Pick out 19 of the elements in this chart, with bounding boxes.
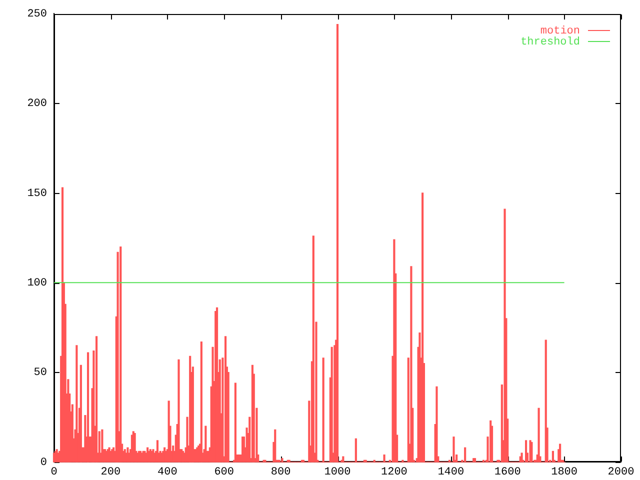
y-tick-label: 150 — [27, 188, 47, 200]
x-tick-label: 1200 — [380, 466, 408, 479]
x-tick-label: 1800 — [551, 466, 578, 479]
x-tick-label: 1000 — [324, 466, 351, 479]
y-tick-label: 250 — [27, 8, 47, 21]
y-tick-label: 0 — [40, 456, 47, 469]
legend-label: threshold — [520, 36, 580, 48]
x-tick-label: 0 — [50, 466, 58, 479]
x-tick-label: 200 — [100, 466, 121, 479]
x-tick-label: 400 — [157, 466, 178, 479]
y-tick-label: 50 — [34, 367, 47, 380]
y-tick-label: 200 — [27, 98, 47, 110]
x-tick-label: 600 — [214, 466, 234, 479]
y-tick-label: 100 — [27, 278, 47, 290]
x-tick-label: 1600 — [494, 466, 521, 479]
legend-label: motion — [540, 25, 580, 38]
x-tick-label: 800 — [270, 466, 291, 479]
x-tick-label: 1400 — [438, 466, 464, 479]
x-tick-label: 2000 — [608, 466, 634, 479]
